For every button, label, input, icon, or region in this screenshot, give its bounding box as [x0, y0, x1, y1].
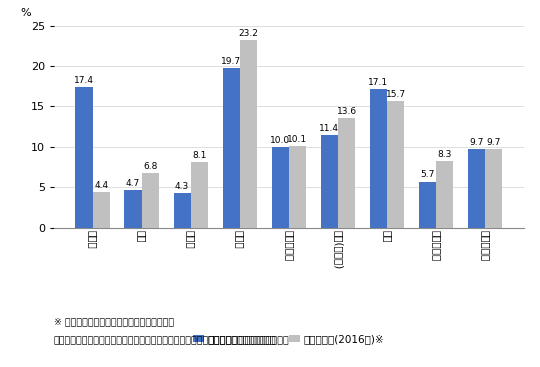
- Text: 4.7: 4.7: [126, 179, 140, 188]
- Text: ※ 資料「旅行・観光消費動向調査」観光庁。: ※ 資料「旅行・観光消費動向調査」観光庁。: [54, 318, 174, 327]
- Text: 9.7: 9.7: [469, 138, 484, 147]
- Bar: [419, 182, 436, 228]
- Bar: [124, 190, 141, 228]
- Bar: [272, 147, 289, 228]
- Bar: [321, 135, 338, 228]
- Text: 15.7: 15.7: [386, 90, 406, 99]
- Legend: 自動運転で増える旅行先, 観光旅行先(2016年)※: 自動運転で増える旅行先, 観光旅行先(2016年)※: [189, 330, 389, 348]
- Bar: [222, 69, 240, 228]
- Text: 17.4: 17.4: [74, 76, 94, 85]
- Bar: [141, 172, 159, 228]
- Bar: [436, 160, 454, 228]
- Text: 5.7: 5.7: [421, 171, 435, 179]
- Text: 10.1: 10.1: [287, 135, 308, 144]
- Bar: [289, 146, 306, 228]
- Text: 23.2: 23.2: [239, 29, 258, 38]
- Y-axis label: %: %: [21, 8, 31, 18]
- Text: 19.7: 19.7: [221, 58, 241, 66]
- Text: 宿泊または日帰りによる観光レクリエーション旅行先。自家用車以外の交通機関を含む。: 宿泊または日帰りによる観光レクリエーション旅行先。自家用車以外の交通機関を含む。: [54, 336, 290, 345]
- Text: 13.6: 13.6: [336, 107, 356, 116]
- Bar: [173, 193, 191, 228]
- Bar: [370, 90, 387, 228]
- Text: 10.0: 10.0: [270, 136, 291, 145]
- Text: 11.4: 11.4: [319, 124, 340, 134]
- Text: 4.4: 4.4: [94, 181, 108, 190]
- Bar: [92, 192, 110, 228]
- Bar: [338, 118, 355, 228]
- Text: 8.3: 8.3: [437, 149, 452, 159]
- Bar: [240, 40, 257, 228]
- Text: 6.8: 6.8: [143, 161, 157, 171]
- Text: 9.7: 9.7: [487, 138, 501, 147]
- Bar: [76, 87, 92, 228]
- Text: 4.3: 4.3: [175, 182, 189, 191]
- Bar: [468, 149, 485, 228]
- Bar: [485, 149, 502, 228]
- Text: 17.1: 17.1: [368, 79, 389, 87]
- Bar: [191, 162, 208, 228]
- Text: 8.1: 8.1: [192, 151, 206, 160]
- Bar: [387, 101, 404, 228]
